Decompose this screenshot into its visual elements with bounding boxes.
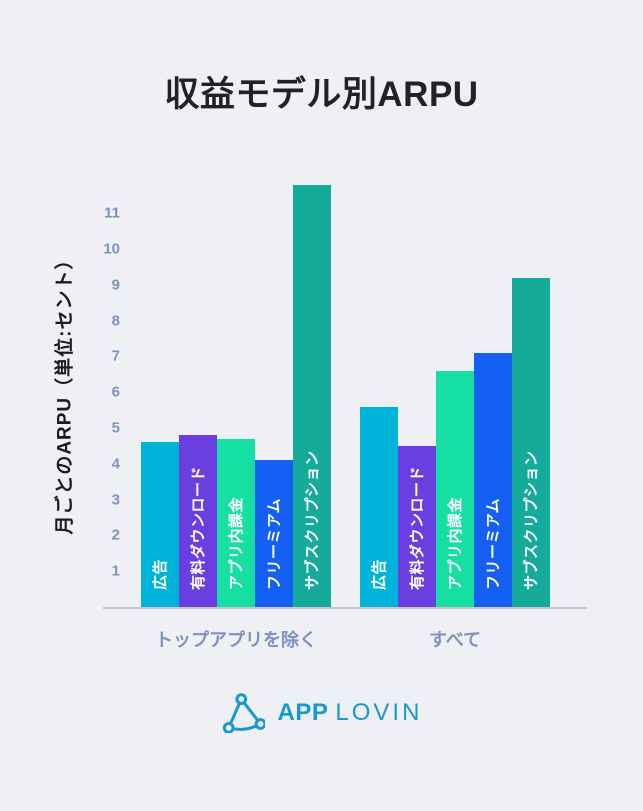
bar-label-ads: 広告 <box>370 558 388 590</box>
y-axis-tick-2: 2 <box>111 526 120 544</box>
bar-label-in-app-purchases: アプリ内課金 <box>227 496 245 590</box>
bar-label-freemium: フリーミアム <box>265 498 283 590</box>
applovin-wordmark: APP LOVIN <box>278 699 423 727</box>
bar-label-in-app-purchases: アプリ内課金 <box>446 496 464 590</box>
bar-all-freemium <box>474 353 512 607</box>
y-axis-tick-1: 1 <box>111 562 120 580</box>
bar-all-ads <box>360 407 398 607</box>
bar-label-subscription: サブスクリプション <box>303 450 321 590</box>
page-title: 収益モデル別ARPU <box>164 75 479 114</box>
y-axis-tick-8: 8 <box>111 312 120 330</box>
bar-all-in-app-purchases <box>436 371 474 607</box>
bar-excluding-top-apps-freemium <box>255 460 293 607</box>
bar-excluding-top-apps-paid-downloads <box>179 435 217 607</box>
bar-excluding-top-apps-subscription <box>293 185 331 607</box>
bar-excluding-top-apps-ads <box>141 442 179 607</box>
applovin-logo: APP LOVIN <box>0 688 643 738</box>
bar-label-paid-downloads: 有料ダウンロード <box>189 465 207 590</box>
y-axis-tick-10: 10 <box>103 240 120 258</box>
bar-label-paid-downloads: 有料ダウンロード <box>408 465 426 590</box>
y-axis-tick-6: 6 <box>111 383 120 401</box>
logo-text-app: APP <box>277 699 329 726</box>
x-axis-line <box>103 607 587 609</box>
applovin-triangle-icon <box>222 693 265 733</box>
y-axis-tick-11: 11 <box>104 204 120 222</box>
bar-all-paid-downloads <box>398 446 436 607</box>
bar-excluding-top-apps-in-app-purchases <box>217 439 255 607</box>
bar-all-subscription <box>512 278 550 607</box>
y-axis-tick-7: 7 <box>111 347 120 365</box>
logo-text-lovin: LOVIN <box>335 699 423 726</box>
group-label-all: すべて <box>428 630 482 650</box>
y-axis-tick-3: 3 <box>111 491 120 509</box>
group-label-excluding-top-apps: トップアプリを除く <box>155 630 317 650</box>
y-axis-tick-5: 5 <box>111 419 120 437</box>
bar-label-ads: 広告 <box>151 558 169 590</box>
bar-label-freemium: フリーミアム <box>484 498 502 590</box>
bar-label-subscription: サブスクリプション <box>522 450 540 590</box>
y-axis-tick-9: 9 <box>111 276 120 294</box>
y-axis-tick-4: 4 <box>111 455 120 473</box>
